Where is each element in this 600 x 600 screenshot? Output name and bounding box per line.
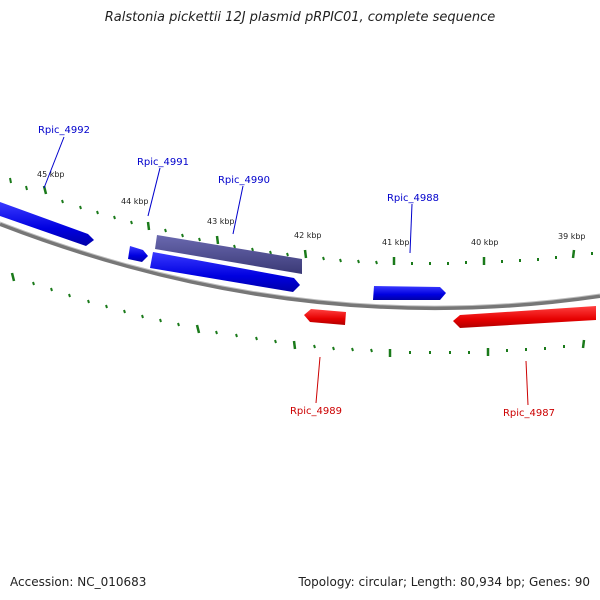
kbp-label: 39 kbp <box>558 232 586 241</box>
leader-line-rpic-4989 <box>315 356 321 404</box>
gene-label-rpic-4992[interactable]: Rpic_4992 <box>38 125 90 136</box>
leader-line-rpic-4988 <box>409 203 413 254</box>
gene-arrow-rpic-4991[interactable] <box>128 246 148 262</box>
gene-label-rpic-4991[interactable]: Rpic_4991 <box>137 157 189 168</box>
gene-arrow-rpic-4990[interactable] <box>155 235 302 274</box>
sequence-backbone-highlight <box>0 221 600 307</box>
gene-arrow-rpic-4992[interactable] <box>0 202 94 246</box>
gene-arrow-rpic-4987[interactable] <box>453 306 596 328</box>
kbp-label: 40 kbp <box>471 238 499 247</box>
kbp-label: 45 kbp <box>37 170 65 179</box>
inner-tick-ring <box>10 272 586 357</box>
leader-line-rpic-4990 <box>232 185 244 235</box>
leader-line-rpic-4991 <box>147 167 161 217</box>
kbp-label: 44 kbp <box>121 197 149 206</box>
kbp-label: 41 kbp <box>382 238 410 247</box>
leader-line-rpic-4992 <box>43 136 65 189</box>
gene-label-rpic-4988[interactable]: Rpic_4988 <box>387 193 439 204</box>
leader-line-rpic-4987 <box>525 360 529 406</box>
gene-arrow-rpic-4988[interactable] <box>373 286 446 300</box>
topology-text: Topology: circular; Length: 80,934 bp; G… <box>298 575 590 589</box>
gene-label-rpic-4989[interactable]: Rpic_4989 <box>290 406 342 417</box>
outer-tick-ring <box>9 177 593 265</box>
gene-label-rpic-4987[interactable]: Rpic_4987 <box>503 408 555 419</box>
kbp-label: 42 kbp <box>294 231 322 240</box>
accession-text: Accession: NC_010683 <box>10 575 147 589</box>
sequence-backbone <box>0 222 600 311</box>
kbp-label: 43 kbp <box>207 217 235 226</box>
gene-arrow-rpic-4989[interactable] <box>304 309 346 325</box>
gene-label-rpic-4990[interactable]: Rpic_4990 <box>218 175 270 186</box>
map-title: Ralstonia pickettii 12J plasmid pRPIC01,… <box>104 10 496 25</box>
gene-arrow-rpic-4991-main[interactable] <box>150 252 300 292</box>
